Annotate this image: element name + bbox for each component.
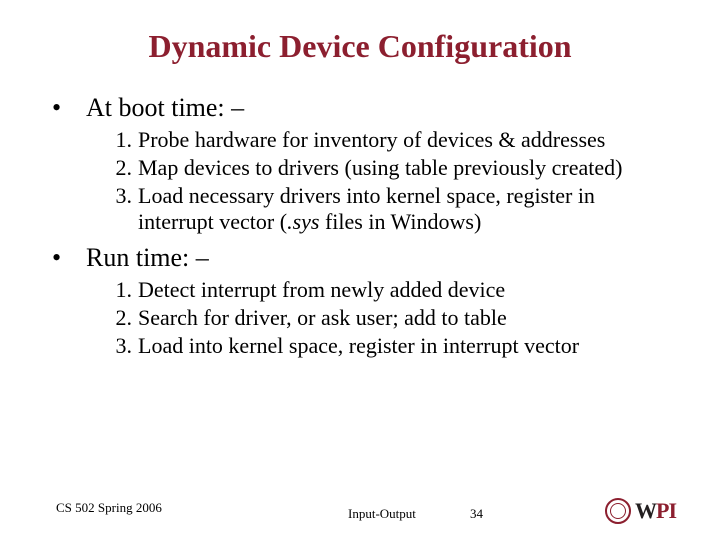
sub-num: 1. — [112, 127, 138, 153]
bullet-item: • Run time: – 1. Detect interrupt from n… — [48, 243, 672, 361]
bullet-label: Run time: – — [86, 243, 209, 272]
sub-num: 1. — [112, 277, 138, 303]
wpi-seal-icon — [605, 498, 631, 524]
bullet-content: Run time: – 1. Detect interrupt from new… — [86, 243, 672, 361]
sub-text: Search for driver, or ask user; add to t… — [138, 305, 672, 331]
sub-text: Load into kernel space, register in inte… — [138, 333, 672, 359]
sub-num: 2. — [112, 155, 138, 181]
sub-list: 1. Probe hardware for inventory of devic… — [112, 127, 672, 235]
sub-item: 2. Search for driver, or ask user; add t… — [112, 305, 672, 331]
footer-pagenum: 34 — [470, 506, 483, 522]
sub-item: 2. Map devices to drivers (using table p… — [112, 155, 672, 181]
bullet-list: • At boot time: – 1. Probe hardware for … — [48, 93, 672, 361]
sub-num: 2. — [112, 305, 138, 331]
sub-item: 3. Load into kernel space, register in i… — [112, 333, 672, 359]
sub-text: Probe hardware for inventory of devices … — [138, 127, 672, 153]
footer-left: CS 502 Spring 2006 — [56, 500, 162, 516]
wpi-logo: WPI — [605, 498, 676, 524]
sub-text: Map devices to drivers (using table prev… — [138, 155, 672, 181]
footer-center: Input-Output — [348, 506, 416, 522]
italic-text: .sys — [287, 209, 319, 234]
sub-text: Load necessary drivers into kernel space… — [138, 183, 672, 235]
slide-title: Dynamic Device Configuration — [48, 28, 672, 65]
slide-footer: CS 502 Spring 2006 Input-Output 34 WPI — [0, 492, 720, 522]
sub-num: 3. — [112, 333, 138, 359]
sub-item: 1. Detect interrupt from newly added dev… — [112, 277, 672, 303]
sub-list: 1. Detect interrupt from newly added dev… — [112, 277, 672, 359]
sub-text: Detect interrupt from newly added device — [138, 277, 672, 303]
bullet-label: At boot time: – — [86, 93, 244, 122]
sub-num: 3. — [112, 183, 138, 235]
bullet-marker: • — [48, 243, 86, 361]
wpi-wordmark: WPI — [635, 498, 676, 524]
sub-item: 1. Probe hardware for inventory of devic… — [112, 127, 672, 153]
wpi-w: W — [635, 498, 656, 523]
wpi-pi: PI — [656, 498, 676, 523]
bullet-item: • At boot time: – 1. Probe hardware for … — [48, 93, 672, 237]
slide: Dynamic Device Configuration • At boot t… — [0, 0, 720, 540]
sub-item: 3. Load necessary drivers into kernel sp… — [112, 183, 672, 235]
bullet-marker: • — [48, 93, 86, 237]
bullet-content: At boot time: – 1. Probe hardware for in… — [86, 93, 672, 237]
slide-body: • At boot time: – 1. Probe hardware for … — [48, 93, 672, 361]
sub-text-post: files in Windows) — [319, 209, 481, 234]
